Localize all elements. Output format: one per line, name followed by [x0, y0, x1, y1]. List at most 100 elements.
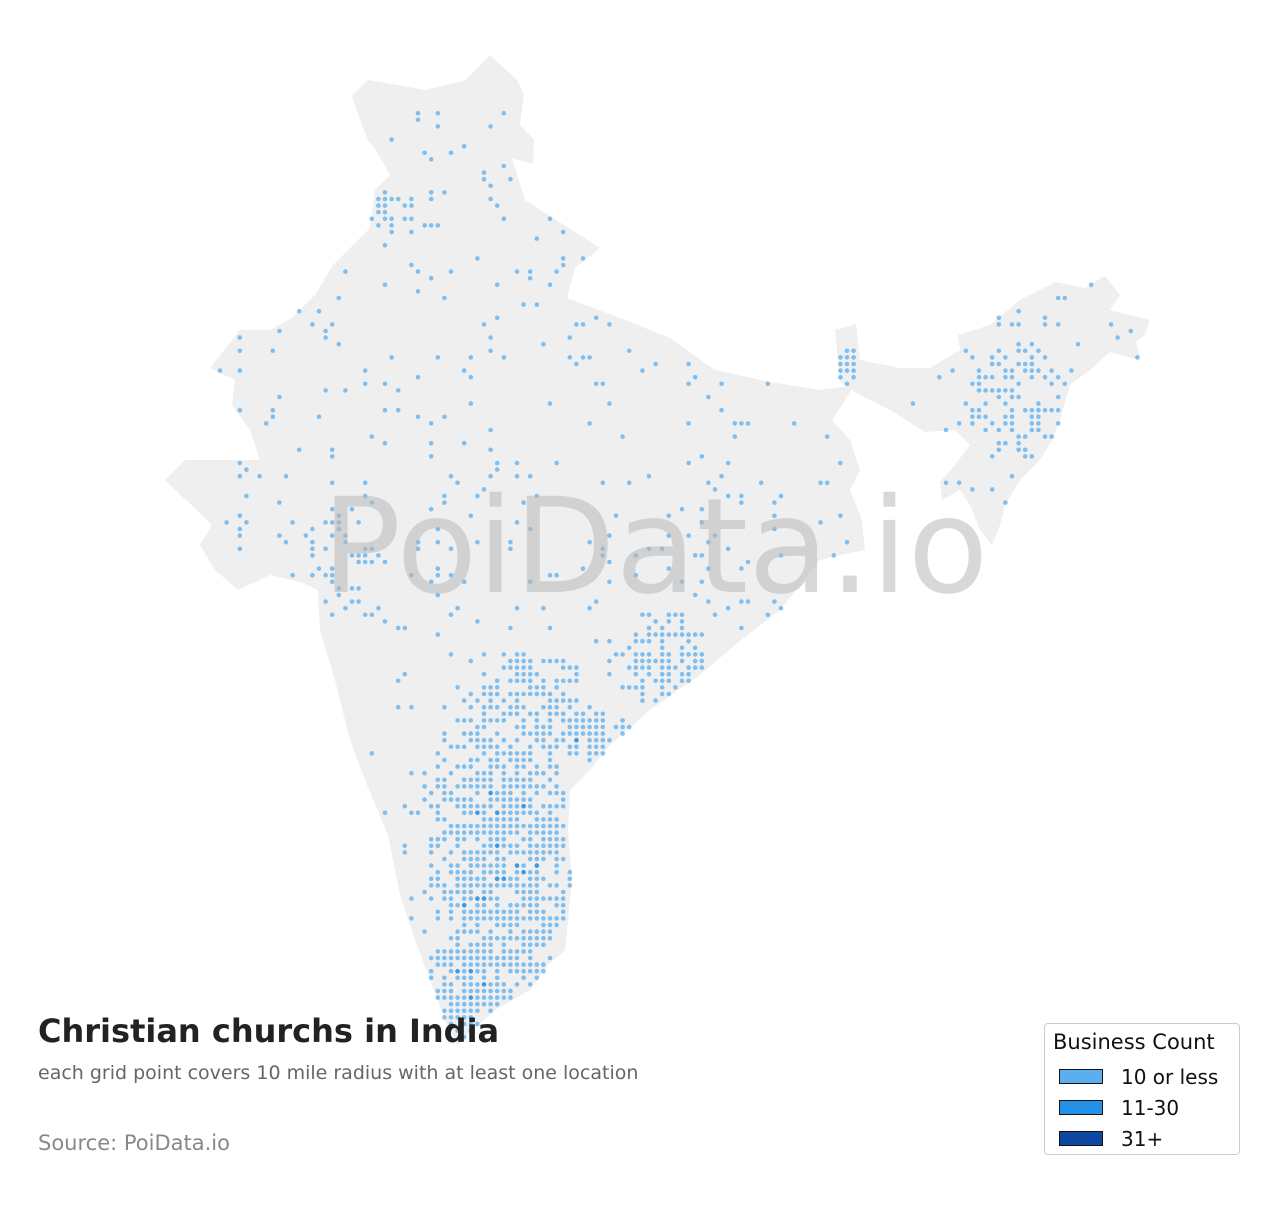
grid-point	[527, 685, 533, 690]
grid-point	[580, 724, 586, 730]
grid-point	[501, 110, 507, 116]
grid-point	[362, 368, 368, 373]
grid-point	[560, 731, 566, 736]
grid-point	[937, 374, 942, 380]
grid-point	[455, 1028, 460, 1033]
grid-point	[719, 381, 724, 387]
grid-point	[435, 124, 441, 129]
grid-point	[646, 632, 652, 637]
grid-point	[501, 770, 507, 776]
grid-point	[508, 883, 513, 888]
grid-point	[620, 724, 625, 730]
grid-point	[640, 658, 645, 664]
grid-point	[640, 685, 645, 690]
grid-point	[640, 612, 645, 618]
grid-point	[494, 460, 500, 466]
grid-point	[640, 698, 645, 703]
grid-point	[514, 962, 520, 967]
grid-point	[455, 830, 460, 835]
grid-point	[527, 850, 533, 855]
grid-point	[996, 447, 1002, 453]
grid-point	[514, 850, 520, 855]
grid-point	[607, 559, 612, 565]
grid-point	[686, 421, 691, 426]
grid-point	[475, 922, 480, 928]
grid-point	[1009, 421, 1015, 426]
grid-point	[382, 216, 388, 222]
grid-point	[1036, 407, 1041, 413]
grid-point	[237, 368, 243, 373]
grid-point	[527, 949, 533, 954]
grid-point	[468, 355, 474, 360]
grid-point	[1003, 401, 1008, 406]
grid-point	[468, 1021, 474, 1027]
grid-point	[587, 704, 592, 710]
grid-point	[514, 817, 520, 822]
grid-point	[587, 539, 592, 545]
grid-point	[508, 817, 513, 822]
grid-point	[1009, 427, 1015, 433]
grid-point	[224, 520, 229, 525]
grid-point	[455, 1001, 460, 1007]
grid-point	[554, 737, 559, 743]
grid-point	[521, 929, 526, 934]
grid-point	[481, 487, 487, 492]
grid-point	[455, 744, 460, 750]
grid-point	[389, 223, 394, 228]
grid-point	[442, 817, 447, 822]
grid-point	[527, 473, 533, 479]
grid-point	[468, 374, 474, 380]
grid-point	[659, 685, 665, 690]
grid-point	[409, 203, 414, 208]
grid-point	[435, 110, 441, 116]
grid-point	[527, 916, 533, 921]
grid-point	[329, 480, 335, 486]
grid-point	[468, 1028, 474, 1033]
grid-point	[514, 691, 520, 697]
grid-point	[488, 830, 493, 835]
grid-point	[514, 711, 520, 717]
grid-point	[679, 625, 685, 631]
grid-point	[534, 302, 540, 307]
grid-point	[527, 526, 533, 532]
grid-point	[574, 718, 579, 723]
grid-point	[488, 348, 493, 354]
grid-point	[494, 744, 500, 750]
grid-point	[593, 751, 599, 756]
grid-point	[587, 731, 592, 736]
grid-point	[514, 652, 520, 657]
grid-point	[527, 751, 533, 756]
grid-point	[547, 843, 553, 849]
grid-point	[1003, 368, 1008, 373]
grid-point	[838, 361, 843, 367]
grid-point	[547, 764, 553, 769]
grid-point	[521, 975, 526, 981]
grid-point	[527, 665, 533, 670]
grid-point	[494, 856, 500, 862]
grid-point	[488, 863, 493, 868]
grid-point	[481, 823, 487, 829]
grid-point	[1049, 368, 1054, 373]
grid-point	[534, 817, 540, 822]
grid-point	[1022, 361, 1028, 367]
grid-point	[1009, 394, 1015, 400]
grid-point	[560, 916, 566, 921]
grid-point	[554, 836, 559, 842]
grid-point	[534, 731, 540, 736]
grid-point	[970, 421, 975, 426]
grid-point	[323, 520, 328, 525]
grid-point	[659, 625, 665, 631]
grid-point	[521, 784, 526, 789]
grid-point	[488, 962, 493, 967]
grid-point	[534, 902, 540, 908]
grid-point	[343, 269, 348, 274]
grid-point	[475, 770, 480, 776]
grid-point	[574, 322, 579, 327]
grid-point	[461, 368, 467, 373]
grid-point	[514, 777, 520, 783]
grid-point	[409, 810, 414, 816]
grid-point	[481, 322, 487, 327]
grid-point	[686, 652, 691, 657]
grid-point	[1036, 414, 1041, 420]
grid-point	[389, 216, 394, 222]
